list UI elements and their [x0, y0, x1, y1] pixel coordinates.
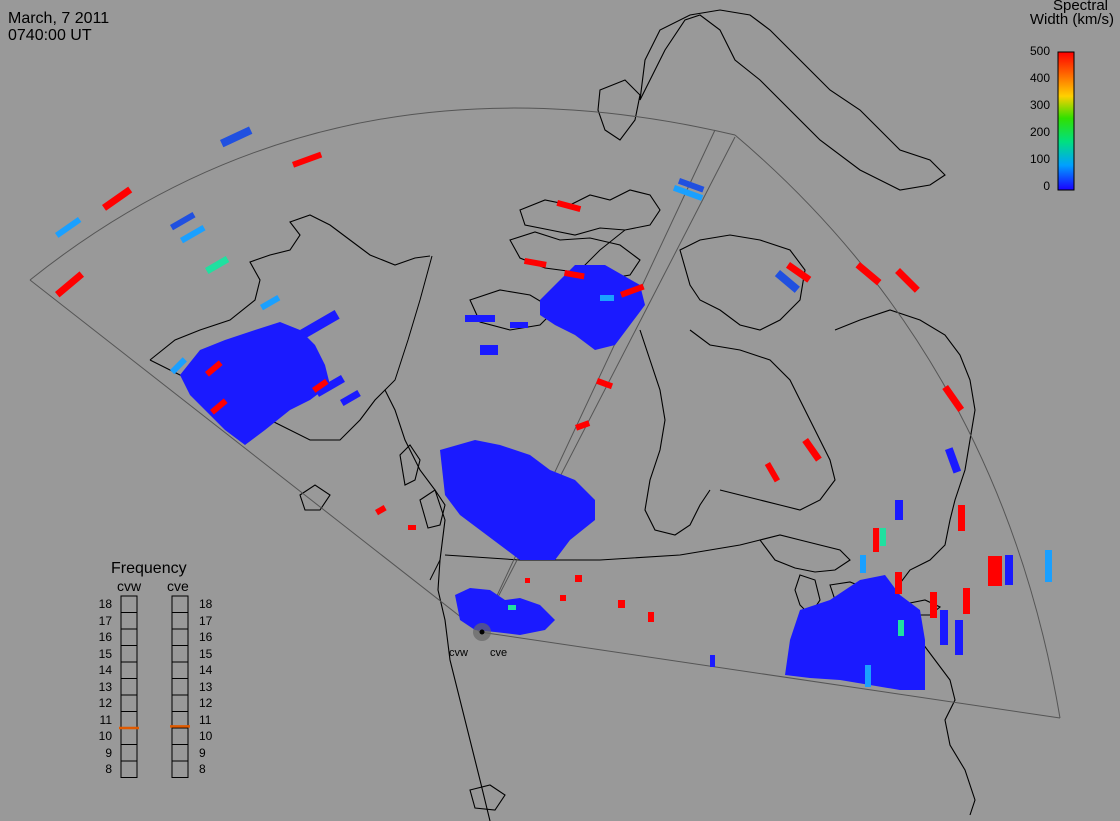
frequency-cell	[171, 645, 189, 663]
frequency-scale-label-left: 16	[98, 630, 112, 644]
frequency-scale-label-right: 15	[199, 646, 213, 661]
cyan-streaks	[55, 185, 1052, 687]
frequency-scale-label-right: 8	[199, 762, 206, 776]
frequency-cell	[120, 645, 138, 663]
frequency-scale-label-left: 17	[98, 613, 112, 628]
borders	[384, 229, 761, 581]
radar-label-cve: cve	[490, 647, 508, 659]
frequency-gauges	[119, 595, 190, 778]
frequency-scale-label-left: 11	[99, 712, 112, 727]
frequency-cell	[120, 727, 138, 745]
frequency-cell	[120, 661, 138, 679]
colorbar-tick: 400	[1029, 71, 1050, 85]
cvw-gauge	[119, 595, 139, 778]
frequency-cell	[120, 595, 138, 613]
frequency-scale-label-left: 10	[98, 729, 112, 743]
frequency-radar-label-cvw: cvw	[117, 578, 142, 594]
frequency-cell	[120, 744, 138, 762]
frequency-scale-label-left: 18	[98, 597, 112, 611]
frequency-scale-label-right: 12	[199, 696, 213, 710]
time-label: 0740:00 UT	[8, 27, 92, 44]
east-blob	[710, 447, 1013, 690]
frequency-scale-label-left: 12	[98, 696, 112, 710]
frequency-scale-label-right: 17	[199, 613, 213, 628]
frequency-scale-label-left: 13	[98, 679, 112, 694]
radar-backscatter	[55, 126, 1052, 690]
frequency-cell	[171, 628, 189, 646]
radar-sites	[473, 623, 491, 641]
colorbar-title-line1: Spectral	[1052, 0, 1108, 14]
frequency-scale-label-right: 14	[199, 663, 213, 677]
frequency-cell	[171, 727, 189, 745]
frequency-cell	[120, 678, 138, 696]
frequency-cell	[120, 628, 138, 646]
frequency-scale-label-left: 8	[105, 762, 112, 776]
radar-label-cvw: cvw	[449, 647, 468, 659]
frequency-scale-label-left: 9	[105, 745, 112, 760]
frequency-scale-label-right: 9	[199, 745, 206, 760]
frequency-cell	[171, 595, 189, 613]
frequency-scale-label-right: 10	[199, 729, 213, 743]
frequency-scale-label-right: 13	[199, 679, 213, 694]
frequency-cell	[120, 711, 138, 729]
frequency-cell	[120, 694, 138, 712]
frequency-scale-label-right: 16	[199, 630, 213, 644]
middle-blob	[440, 440, 595, 560]
frequency-scale-label-left: 15	[98, 646, 112, 661]
frequency-cell	[171, 678, 189, 696]
colorbar-gradient	[1057, 51, 1075, 191]
frequency-cell	[171, 694, 189, 712]
frequency-scale-label-right: 11	[199, 712, 212, 727]
frequency-radar-label-cve: cve	[167, 578, 189, 594]
colorbar-tick: 200	[1029, 125, 1050, 139]
frequency-scale-label-right: 18	[199, 597, 213, 611]
teal-streaks	[205, 256, 904, 636]
colorbar-tick: 100	[1029, 152, 1050, 166]
colorbar-title-line2: Width (km/s)	[1029, 11, 1114, 28]
frequency-scale-label-left: 14	[98, 663, 112, 677]
frequency-cell	[171, 744, 189, 762]
west-blob	[180, 310, 361, 445]
frequency-cell	[120, 760, 138, 778]
frequency-cell	[171, 612, 189, 630]
frequency-cell	[120, 612, 138, 630]
frequency-cell	[171, 760, 189, 778]
colorbar-tick: 500	[1029, 44, 1050, 58]
radar-site-dot	[479, 629, 485, 635]
red-streaks	[55, 151, 1002, 622]
cve-gauge	[170, 595, 190, 778]
colorbar-tick: 0	[1043, 179, 1050, 193]
dark-blue-streaks	[169, 126, 800, 293]
frequency-cell	[171, 661, 189, 679]
colorbar-tick: 300	[1029, 98, 1050, 112]
frequency-title: Frequency	[111, 560, 187, 577]
radar-cluster	[455, 588, 555, 635]
date-label: March, 7 2011	[8, 10, 110, 27]
north-blob	[465, 265, 645, 355]
